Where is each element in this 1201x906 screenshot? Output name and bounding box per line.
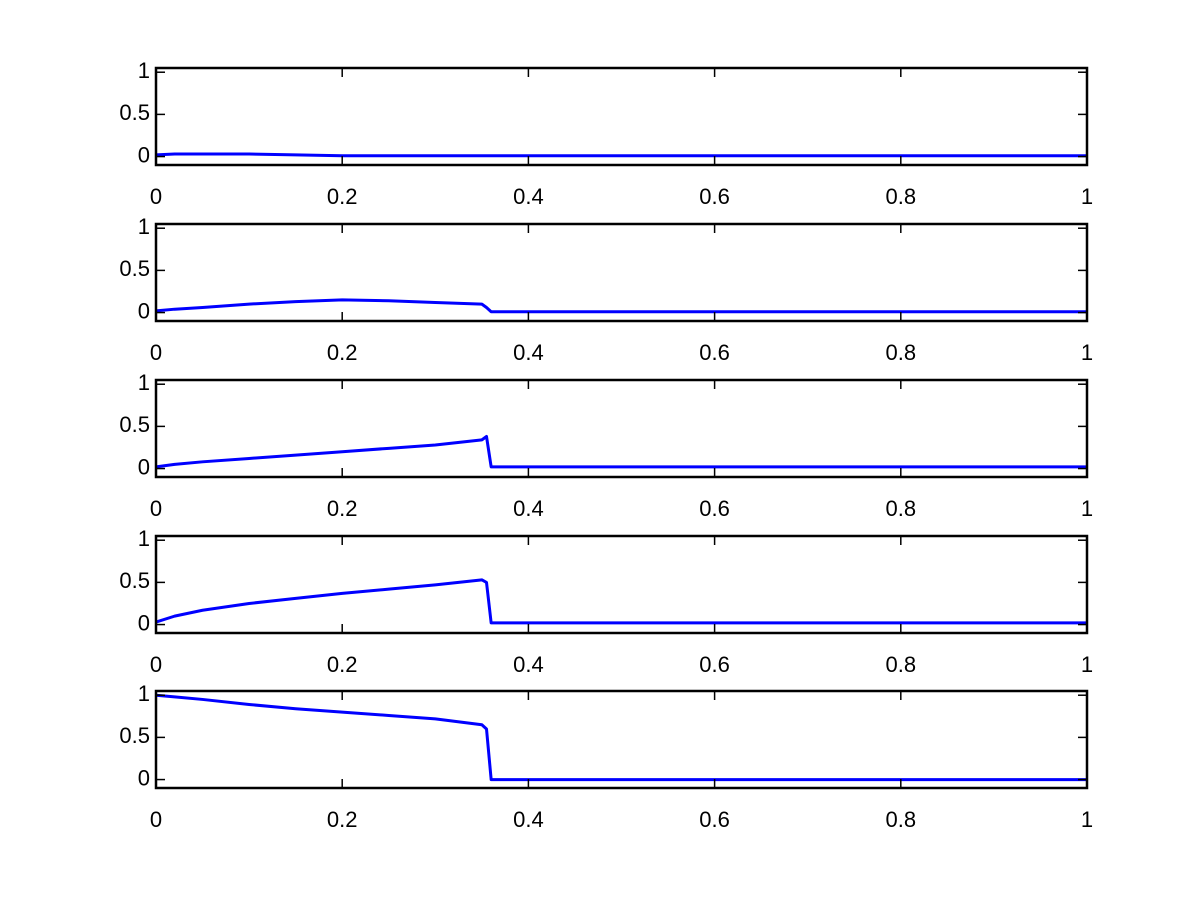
x-tick-label: 0.6	[699, 652, 730, 677]
x-tick-label: 0.2	[327, 652, 358, 677]
x-tick-label: 0.4	[513, 184, 544, 209]
x-tick-label: 0.4	[513, 652, 544, 677]
x-tick-label: 0.4	[513, 340, 544, 365]
y-tick-label: 1	[138, 526, 150, 551]
x-tick-label: 0.2	[327, 807, 358, 832]
x-tick-label: 0.6	[699, 807, 730, 832]
x-tick-label: 1	[1081, 652, 1093, 677]
y-tick-label: 0.5	[119, 100, 150, 125]
x-tick-label: 0.6	[699, 340, 730, 365]
x-tick-label: 0.8	[886, 496, 917, 521]
x-tick-label: 0	[150, 652, 162, 677]
y-tick-label: 1	[138, 370, 150, 395]
x-tick-label: 0.2	[327, 496, 358, 521]
y-tick-label: 0	[138, 765, 150, 790]
x-tick-label: 1	[1081, 807, 1093, 832]
x-tick-label: 0.8	[886, 807, 917, 832]
axes-box	[154, 66, 1089, 167]
y-tick-label: 1	[138, 58, 150, 83]
x-tick-label: 0.2	[327, 184, 358, 209]
x-tick-label: 0.4	[513, 807, 544, 832]
axes-box	[154, 689, 1089, 790]
y-tick-label: 0.5	[119, 256, 150, 281]
y-tick-label: 0	[138, 142, 150, 167]
y-tick-label: 1	[138, 681, 150, 706]
x-tick-label: 0	[150, 184, 162, 209]
x-tick-label: 0	[150, 807, 162, 832]
axes-box	[154, 534, 1089, 635]
x-tick-label: 0	[150, 340, 162, 365]
x-tick-label: 1	[1081, 184, 1093, 209]
y-tick-label: 0.5	[119, 568, 150, 593]
x-tick-label: 1	[1081, 496, 1093, 521]
line	[155, 693, 1087, 782]
y-tick-label: 0.5	[119, 412, 150, 437]
x-tick-label: 0.8	[886, 340, 917, 365]
y-tick-label: 0	[138, 610, 150, 635]
line	[155, 298, 1087, 314]
x-tick-label: 1	[1081, 340, 1093, 365]
axes-box	[154, 222, 1089, 323]
line	[155, 152, 1087, 158]
line	[155, 578, 1087, 625]
y-tick-label: 0	[138, 298, 150, 323]
axes-box	[154, 378, 1089, 479]
x-tick-label: 0.2	[327, 340, 358, 365]
line	[155, 435, 1087, 469]
x-tick-label: 0	[150, 496, 162, 521]
x-tick-label: 0.6	[699, 184, 730, 209]
y-tick-label: 0	[138, 454, 150, 479]
x-tick-label: 0.8	[886, 184, 917, 209]
x-tick-label: 0.4	[513, 496, 544, 521]
y-tick-label: 0.5	[119, 723, 150, 748]
x-tick-label: 0.6	[699, 496, 730, 521]
x-tick-label: 0.8	[886, 652, 917, 677]
y-tick-label: 1	[138, 214, 150, 239]
